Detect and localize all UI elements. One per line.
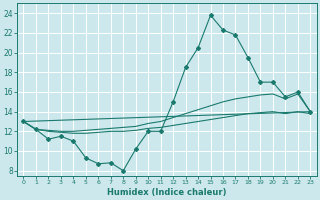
X-axis label: Humidex (Indice chaleur): Humidex (Indice chaleur) [107,188,227,197]
